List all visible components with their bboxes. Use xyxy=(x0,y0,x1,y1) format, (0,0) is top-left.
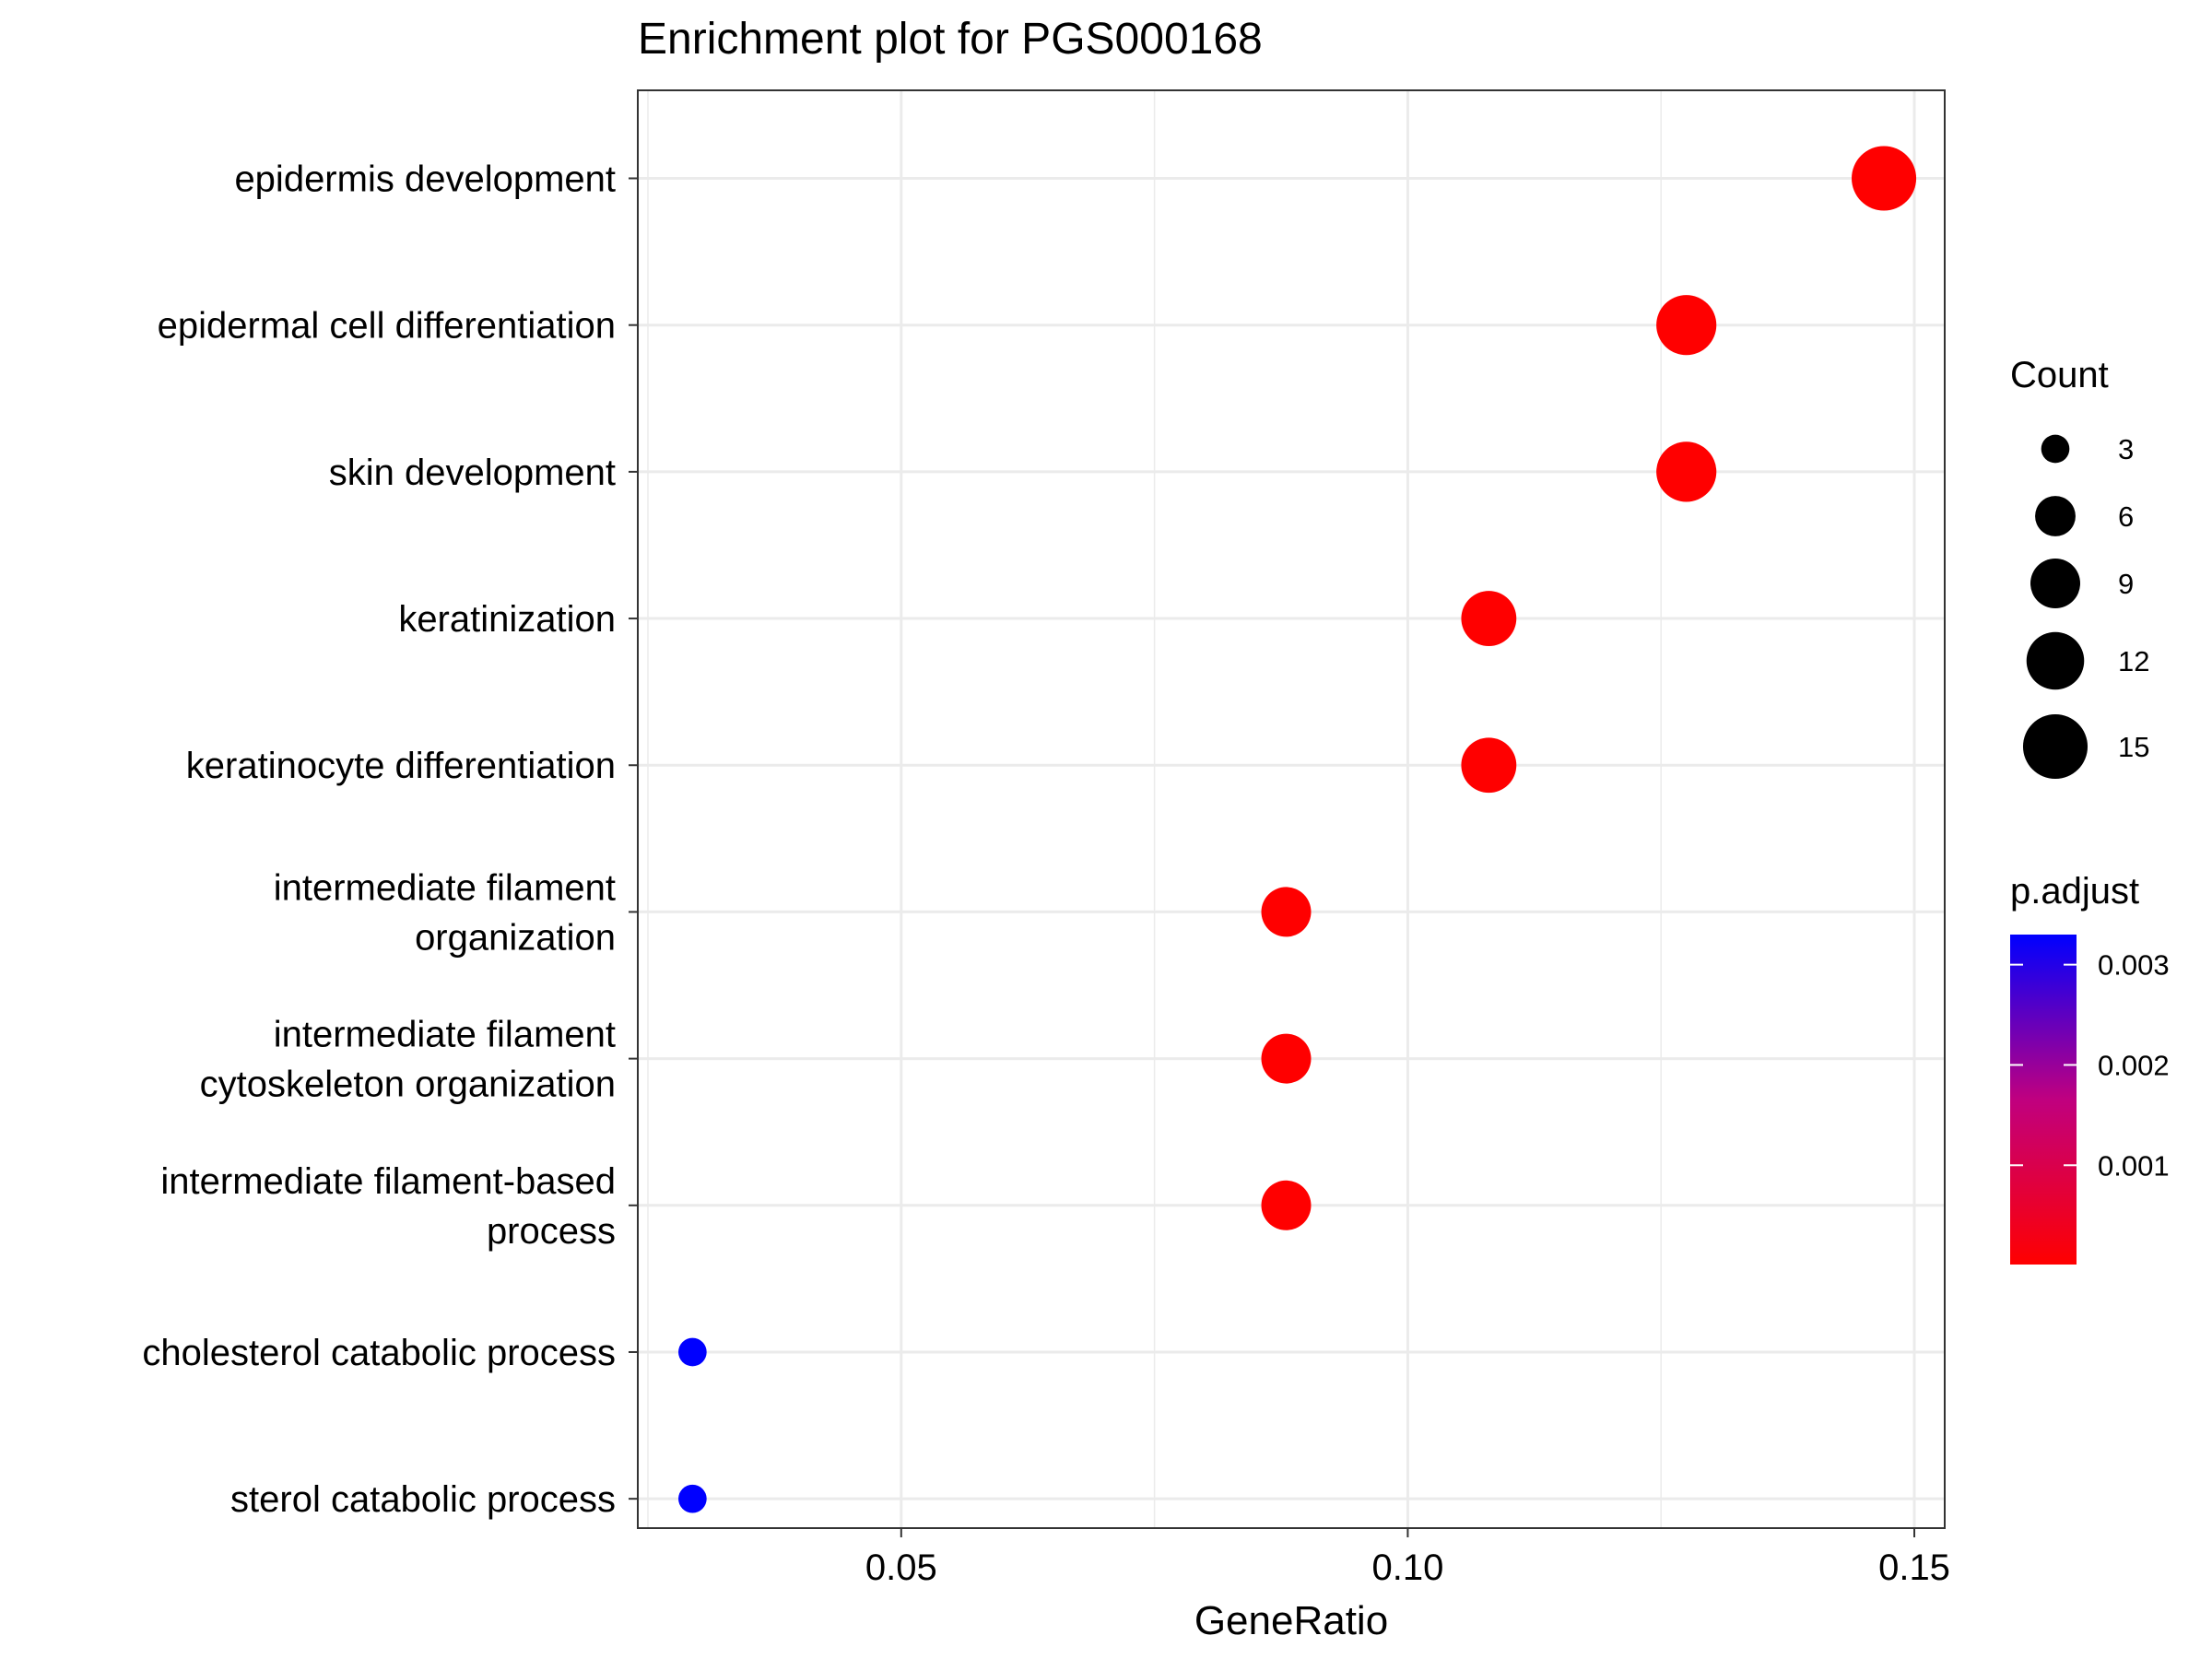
category-label: epidermis development xyxy=(234,159,616,200)
padjust-legend-label: 0.001 xyxy=(2098,1149,2170,1182)
data-point xyxy=(1461,591,1517,646)
category-label: organization xyxy=(415,917,616,958)
count-legend-key xyxy=(2035,496,2076,536)
data-points xyxy=(678,146,1917,1513)
count-legend-label: 6 xyxy=(2118,500,2134,533)
grid-lines xyxy=(638,90,1945,1528)
category-label: intermediate filament xyxy=(274,867,616,908)
count-legend-label: 9 xyxy=(2118,568,2134,600)
padjust-legend-label: 0.003 xyxy=(2098,949,2170,982)
category-label: skin development xyxy=(329,453,616,493)
x-axis: 0.05 0.10 0.15 xyxy=(865,1528,1950,1588)
count-legend-label: 3 xyxy=(2118,433,2134,465)
data-point xyxy=(678,1337,707,1367)
data-point xyxy=(1656,441,1717,502)
padjust-legend-title: p.adjust xyxy=(2010,871,2139,912)
data-point xyxy=(1656,295,1717,356)
data-point xyxy=(1461,737,1517,794)
category-label: epidermal cell differentiation xyxy=(158,306,616,347)
data-point xyxy=(1261,1033,1312,1084)
y-axis: epidermis development epidermal cell diff… xyxy=(142,159,638,1520)
chart-title: Enrichment plot for PGS000168 xyxy=(638,15,1263,64)
category-label: intermediate filament-based xyxy=(160,1161,616,1202)
data-point xyxy=(1261,887,1312,937)
count-legend-key xyxy=(2022,713,2088,780)
category-label: keratinization xyxy=(398,599,616,640)
x-tick-label: 0.05 xyxy=(865,1547,937,1588)
category-label: process xyxy=(487,1211,616,1252)
x-tick-label: 0.10 xyxy=(1371,1547,1443,1588)
category-label: sterol catabolic process xyxy=(230,1479,616,1520)
padjust-legend-label: 0.002 xyxy=(2098,1049,2170,1081)
count-legend-key xyxy=(2026,631,2085,690)
data-point xyxy=(1852,146,1917,211)
x-axis-title: GeneRatio xyxy=(1194,1598,1388,1643)
count-legend-key xyxy=(2030,559,2080,608)
count-legend: 3 6 9 12 15 xyxy=(2022,433,2149,780)
panel-border xyxy=(637,89,1946,1529)
padjust-colorbar xyxy=(2010,935,2077,1265)
count-legend-label: 12 xyxy=(2118,645,2149,677)
data-point xyxy=(1261,1180,1312,1230)
category-label: cholesterol catabolic process xyxy=(142,1333,616,1373)
count-legend-key xyxy=(2041,434,2070,464)
category-label: intermediate filament xyxy=(274,1015,616,1055)
padjust-legend-ticks: 0.001 0.002 0.003 xyxy=(2010,949,2170,1182)
count-legend-title: Count xyxy=(2010,355,2109,395)
category-label: cytoskeleton organization xyxy=(200,1065,616,1105)
category-label: keratinocyte differentiation xyxy=(186,746,616,786)
x-tick-label: 0.15 xyxy=(1878,1547,1950,1588)
data-point xyxy=(678,1484,707,1513)
count-legend-label: 15 xyxy=(2118,731,2149,763)
